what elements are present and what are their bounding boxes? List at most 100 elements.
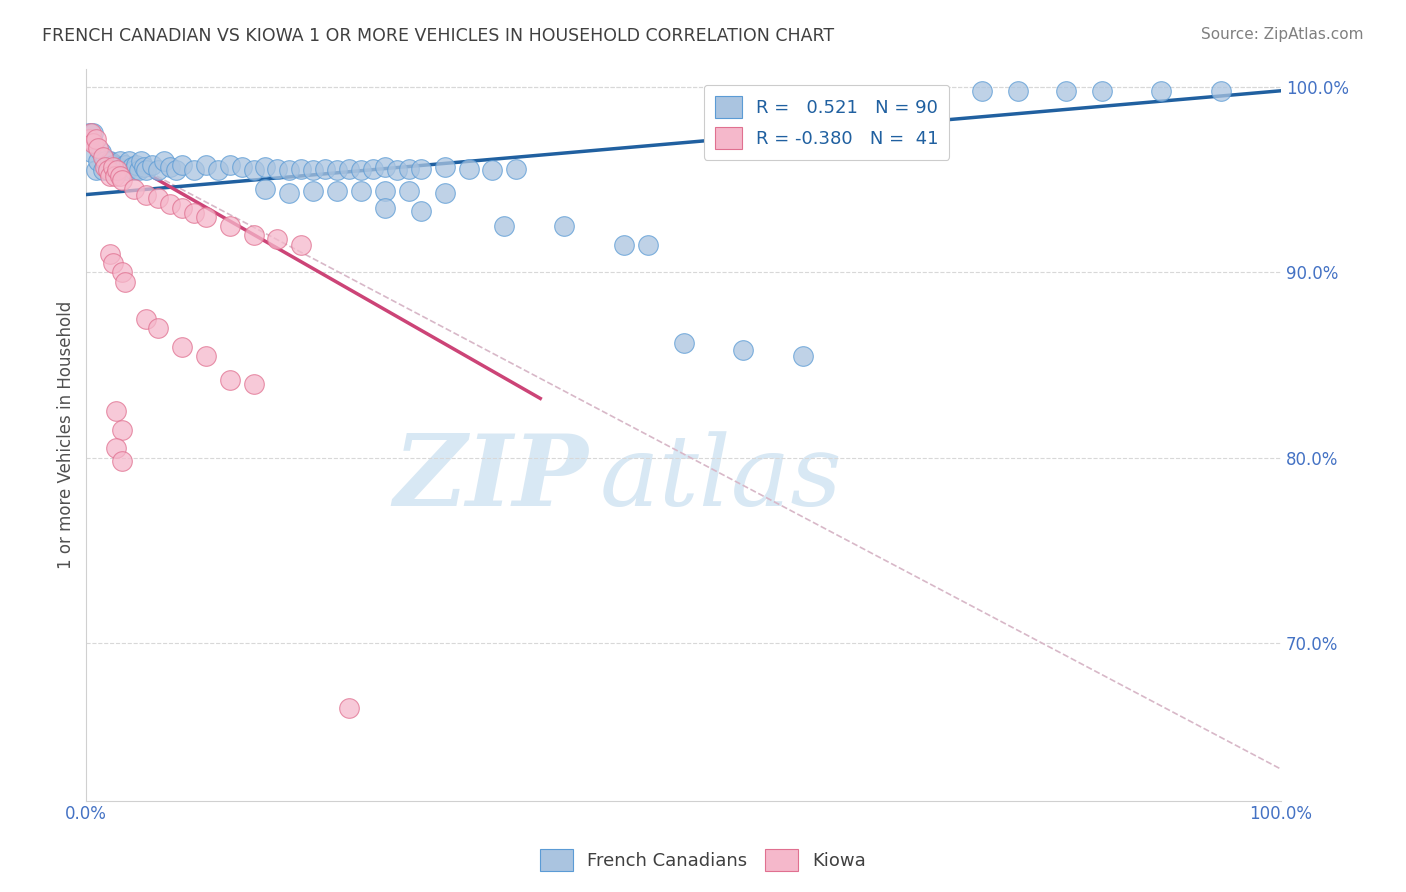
- Point: [481, 163, 503, 178]
- Point: [105, 404, 128, 418]
- Point: [135, 187, 157, 202]
- Point: [409, 204, 432, 219]
- Point: [82, 136, 104, 150]
- Point: [398, 161, 420, 176]
- Point: [183, 206, 205, 220]
- Point: [87, 141, 110, 155]
- Point: [290, 161, 312, 176]
- Point: [672, 335, 695, 350]
- Point: [242, 163, 264, 178]
- Point: [114, 275, 136, 289]
- Point: [118, 154, 141, 169]
- Point: [553, 219, 575, 233]
- Point: [80, 145, 103, 159]
- Point: [129, 154, 152, 169]
- Point: [733, 343, 755, 358]
- Point: [104, 163, 127, 178]
- Point: [972, 84, 994, 98]
- Point: [1091, 84, 1114, 98]
- Point: [1054, 84, 1077, 98]
- Point: [146, 191, 169, 205]
- Point: [337, 701, 360, 715]
- Point: [278, 186, 301, 200]
- Point: [105, 160, 128, 174]
- Point: [165, 163, 187, 178]
- Text: FRENCH CANADIAN VS KIOWA 1 OR MORE VEHICLES IN HOUSEHOLD CORRELATION CHART: FRENCH CANADIAN VS KIOWA 1 OR MORE VEHIC…: [42, 27, 834, 45]
- Point: [98, 154, 121, 169]
- Point: [105, 442, 128, 456]
- Point: [266, 232, 288, 246]
- Point: [111, 265, 134, 279]
- Point: [385, 163, 408, 178]
- Point: [350, 184, 373, 198]
- Point: [242, 376, 264, 391]
- Point: [1007, 84, 1029, 98]
- Point: [409, 161, 432, 176]
- Point: [170, 339, 193, 353]
- Point: [128, 163, 150, 178]
- Point: [278, 163, 301, 178]
- Point: [91, 163, 114, 178]
- Point: [82, 127, 104, 141]
- Point: [266, 161, 288, 176]
- Point: [290, 237, 312, 252]
- Point: [135, 311, 157, 326]
- Text: atlas: atlas: [600, 431, 842, 526]
- Point: [105, 163, 128, 178]
- Point: [337, 161, 360, 176]
- Point: [132, 160, 155, 174]
- Point: [302, 163, 325, 178]
- Point: [374, 184, 396, 198]
- Point: [111, 163, 134, 178]
- Legend: French Canadians, Kiowa: French Canadians, Kiowa: [533, 842, 873, 879]
- Point: [231, 160, 253, 174]
- Point: [97, 163, 120, 178]
- Point: [207, 163, 229, 178]
- Text: Source: ZipAtlas.com: Source: ZipAtlas.com: [1201, 27, 1364, 42]
- Point: [121, 160, 143, 174]
- Point: [218, 158, 240, 172]
- Point: [97, 163, 120, 178]
- Point: [114, 158, 136, 172]
- Point: [91, 151, 114, 165]
- Legend: R =   0.521   N = 90, R = -0.380   N =  41: R = 0.521 N = 90, R = -0.380 N = 41: [703, 85, 949, 160]
- Point: [146, 321, 169, 335]
- Point: [146, 163, 169, 178]
- Point: [326, 184, 349, 198]
- Point: [153, 154, 176, 169]
- Point: [314, 161, 336, 176]
- Point: [101, 256, 124, 270]
- Point: [183, 163, 205, 178]
- Point: [792, 349, 814, 363]
- Point: [302, 184, 325, 198]
- Point: [159, 160, 181, 174]
- Point: [80, 127, 103, 141]
- Point: [170, 158, 193, 172]
- Point: [87, 154, 110, 169]
- Point: [433, 186, 456, 200]
- Point: [326, 163, 349, 178]
- Point: [77, 132, 100, 146]
- Point: [613, 237, 636, 252]
- Point: [159, 196, 181, 211]
- Point: [218, 219, 240, 233]
- Point: [135, 163, 157, 178]
- Point: [505, 161, 527, 176]
- Point: [637, 237, 659, 252]
- Point: [122, 182, 145, 196]
- Point: [77, 127, 100, 141]
- Point: [98, 247, 121, 261]
- Point: [94, 160, 117, 174]
- Point: [194, 158, 217, 172]
- Point: [108, 154, 131, 169]
- Point: [242, 228, 264, 243]
- Point: [374, 201, 396, 215]
- Text: ZIP: ZIP: [394, 430, 588, 527]
- Point: [108, 169, 131, 183]
- Point: [218, 373, 240, 387]
- Point: [115, 163, 138, 178]
- Point: [433, 160, 456, 174]
- Point: [1211, 84, 1233, 98]
- Point: [374, 160, 396, 174]
- Point: [398, 184, 420, 198]
